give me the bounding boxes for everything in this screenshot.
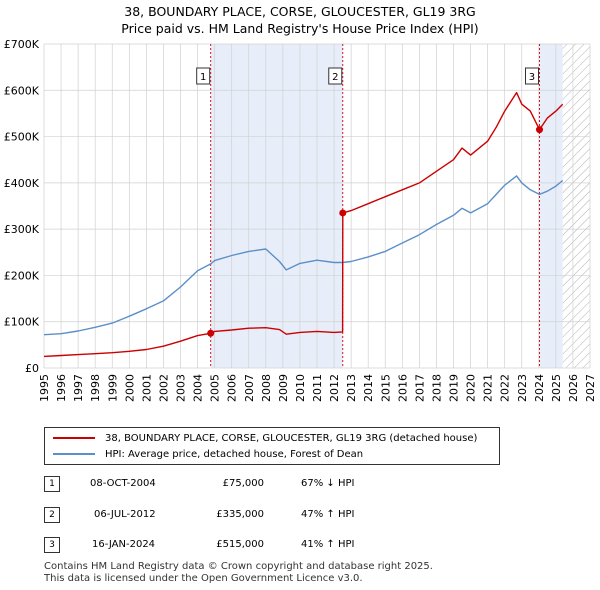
x-tick-label: 2019	[448, 374, 461, 402]
transaction-point	[535, 126, 543, 134]
x-tick-label: 2015	[379, 374, 392, 402]
x-tick-label: 2021	[482, 374, 495, 402]
transaction-point	[207, 329, 215, 337]
y-tick-label: £100K	[4, 316, 40, 329]
legend-line-hpi	[53, 453, 95, 455]
x-tick-label: 2007	[243, 374, 256, 402]
x-tick-label: 2009	[277, 374, 290, 402]
transaction-hpi: 67% ↓ HPI	[301, 478, 355, 489]
x-tick-label: 2027	[584, 374, 597, 402]
x-tick-label: 1995	[38, 374, 51, 402]
transaction-box	[328, 67, 343, 85]
transaction-price: £515,000	[216, 539, 264, 550]
legend-item-hpi: HPI: Average price, detached house, Fore…	[53, 447, 363, 461]
transaction-hpi: 47% ↑ HPI	[301, 509, 355, 520]
x-tick-label: 2022	[499, 374, 512, 402]
legend-label-hpi: HPI: Average price, detached house, Fore…	[105, 448, 364, 460]
y-tick-label: £600K	[4, 84, 40, 97]
hpi-series-line	[43, 175, 564, 336]
x-tick-label: 2008	[260, 374, 273, 402]
footer-copyright: Contains HM Land Registry data © Crown c…	[44, 561, 433, 572]
transaction-number: 2	[44, 507, 60, 523]
transaction-date: 08-OCT-2004	[90, 478, 156, 489]
legend-label-property: 38, BOUNDARY PLACE, CORSE, GLOUCESTER, G…	[105, 432, 478, 444]
x-tick-label: 2016	[396, 374, 409, 402]
transaction-box	[524, 67, 539, 85]
transaction-point	[339, 209, 347, 217]
transaction-box-label: 1	[200, 72, 206, 83]
shaded-period	[539, 44, 563, 368]
legend-item-property: 38, BOUNDARY PLACE, CORSE, GLOUCESTER, G…	[53, 431, 477, 445]
transaction-date: 06-JUL-2012	[94, 509, 156, 520]
x-tick-label: 2014	[362, 374, 375, 402]
x-tick-label: 2003	[175, 374, 188, 402]
shaded-period	[210, 44, 343, 368]
x-tick-label: 2001	[140, 374, 153, 402]
x-tick-label: 2017	[413, 374, 426, 402]
y-tick-label: £700K	[4, 38, 40, 51]
transaction-box-label: 3	[529, 72, 535, 83]
x-tick-label: 2004	[192, 374, 205, 402]
transaction-number: 3	[44, 537, 60, 553]
chart-title: 38, BOUNDARY PLACE, CORSE, GLOUCESTER, G…	[124, 4, 476, 19]
y-tick-label: £200K	[4, 269, 40, 282]
legend-line-property	[53, 437, 95, 439]
legend: 38, BOUNDARY PLACE, CORSE, GLOUCESTER, G…	[44, 427, 500, 465]
transaction-box	[196, 67, 211, 85]
chart-subtitle: Price paid vs. HM Land Registry's House …	[121, 21, 479, 36]
x-tick-label: 2000	[123, 374, 136, 402]
x-tick-label: 1996	[55, 374, 68, 402]
footer-licence: This data is licensed under the Open Gov…	[44, 573, 363, 584]
y-tick-label: £300K	[4, 223, 40, 236]
x-tick-label: 2013	[345, 374, 358, 402]
x-tick-label: 1997	[72, 374, 85, 402]
forecast-hatch	[562, 44, 590, 368]
x-tick-label: 2025	[550, 374, 563, 402]
transaction-price: £75,000	[222, 478, 264, 489]
transaction-hpi: 41% ↑ HPI	[301, 539, 355, 550]
transaction-box-label: 2	[332, 72, 338, 83]
y-tick-label: £0	[25, 362, 39, 375]
x-tick-label: 2011	[311, 374, 324, 402]
price-chart: 1 2 3 £0 £100K £200K £300K £400K £500K £600K £700…	[4, 38, 597, 402]
y-tick-label: £400K	[4, 177, 40, 190]
x-tick-label: 2010	[294, 374, 307, 402]
x-tick-label: 2018	[430, 374, 443, 402]
x-tick-label: 2020	[465, 374, 478, 402]
transaction-price: £335,000	[216, 509, 264, 520]
transaction-number: 1	[44, 476, 60, 492]
transaction-date: 16-JAN-2024	[92, 539, 156, 550]
x-tick-label: 2012	[328, 374, 341, 402]
x-tick-label: 2023	[516, 374, 529, 402]
x-tick-label: 2006	[226, 374, 239, 402]
y-tick-label: £500K	[4, 131, 40, 144]
x-tick-label: 2002	[157, 374, 170, 402]
x-tick-label: 2026	[567, 374, 580, 402]
x-tick-label: 2024	[533, 374, 546, 402]
x-tick-label: 1999	[106, 374, 119, 402]
x-tick-label: 2005	[209, 374, 222, 402]
property-series-line	[43, 91, 564, 358]
x-tick-label: 1998	[89, 374, 102, 402]
